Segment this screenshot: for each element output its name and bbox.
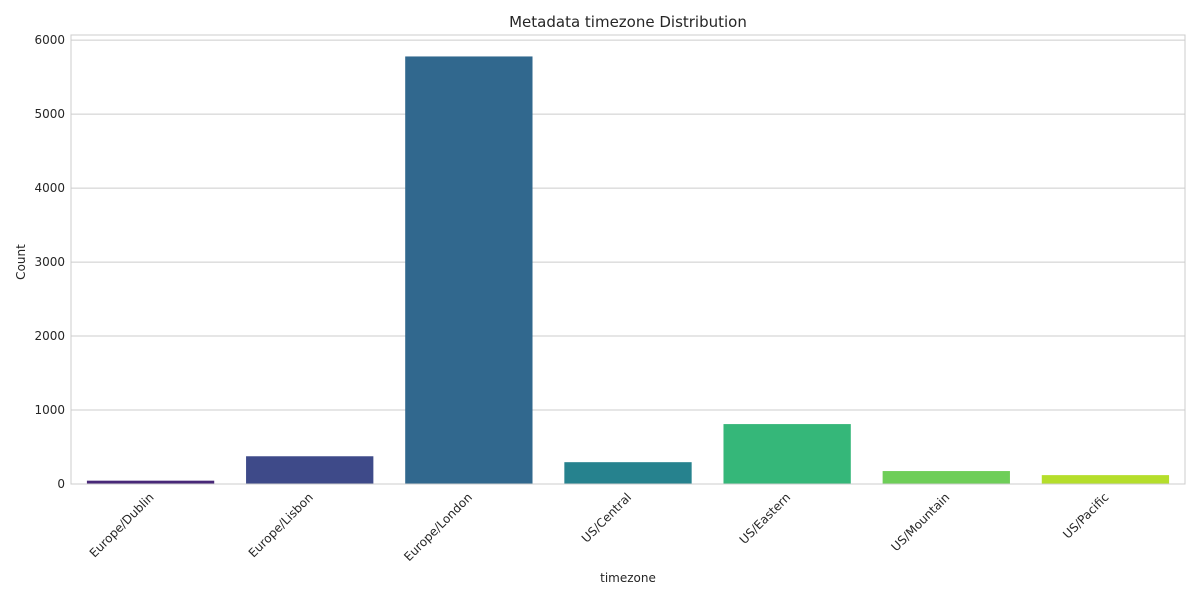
x-tick-label: Europe/London bbox=[401, 490, 475, 564]
y-tick-label: 5000 bbox=[34, 107, 65, 121]
bar-us-mountain bbox=[882, 471, 1010, 484]
bar-us-eastern bbox=[723, 424, 851, 484]
bar-europe-london bbox=[405, 56, 533, 484]
bars bbox=[86, 56, 1170, 484]
plot-frame bbox=[70, 34, 1186, 485]
y-tick-label: 4000 bbox=[34, 181, 65, 195]
x-axis-ticks: Europe/Dublin Europe/Lisbon Europe/London U… bbox=[87, 490, 1112, 564]
x-tick-label: US/Eastern bbox=[737, 490, 794, 547]
gridlines bbox=[71, 39, 1185, 485]
y-axis-label: Count bbox=[14, 244, 28, 280]
chart-title: Metadata timezone Distribution bbox=[509, 13, 747, 31]
x-tick-label: Europe/Lisbon bbox=[246, 490, 316, 560]
x-tick-label: US/Central bbox=[579, 490, 634, 545]
y-tick-label: 0 bbox=[57, 477, 65, 491]
y-axis-ticks: 0 1000 2000 3000 4000 5000 6000 bbox=[34, 33, 65, 491]
bar-europe-dublin bbox=[86, 480, 215, 484]
x-tick-label: Europe/Dublin bbox=[87, 490, 157, 560]
y-tick-label: 6000 bbox=[34, 33, 65, 47]
x-axis-label: timezone bbox=[600, 571, 656, 585]
x-tick-label: US/Pacific bbox=[1060, 490, 1111, 541]
bar-us-central bbox=[564, 462, 692, 484]
y-tick-label: 1000 bbox=[34, 403, 65, 417]
bar-us-pacific bbox=[1041, 475, 1170, 484]
y-tick-label: 2000 bbox=[34, 329, 65, 343]
bar-europe-lisbon bbox=[246, 456, 374, 484]
y-tick-label: 3000 bbox=[34, 255, 65, 269]
x-tick-label: US/Mountain bbox=[889, 490, 953, 554]
